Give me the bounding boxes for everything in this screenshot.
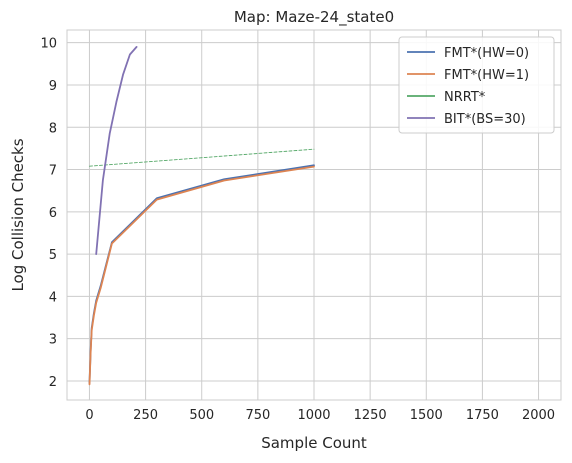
x-axis-title: Sample Count (261, 434, 367, 452)
y-tick-label: 4 (49, 290, 57, 305)
y-tick-label: 7 (49, 164, 57, 179)
legend-label: BIT*(BS=30) (444, 112, 526, 127)
x-tick-label: 750 (245, 408, 270, 423)
y-tick-label: 10 (40, 37, 57, 52)
x-tick-label: 1250 (354, 408, 387, 423)
x-tick-label: 0 (85, 408, 93, 423)
legend-label: FMT*(HW=0) (444, 46, 529, 61)
x-tick-label: 1500 (410, 408, 443, 423)
legend: FMT*(HW=0) FMT*(HW=1) NRRT* BIT*(BS=30) (399, 37, 554, 133)
chart-title: Map: Maze-24_state0 (234, 8, 394, 27)
x-tick-label: 1000 (297, 408, 330, 423)
y-tick-label: 3 (49, 333, 57, 348)
x-tick-label: 250 (133, 408, 158, 423)
y-tick-label: 9 (49, 79, 57, 94)
legend-label: FMT*(HW=1) (444, 68, 529, 83)
x-tick-label: 1750 (466, 408, 499, 423)
y-tick-label: 8 (49, 121, 57, 136)
x-tick-label: 500 (189, 408, 214, 423)
y-tick-label: 6 (49, 206, 57, 221)
legend-label: NRRT* (444, 90, 486, 105)
y-tick-label: 5 (49, 248, 57, 263)
y-axis-title: Log Collision Checks (9, 138, 27, 291)
y-tick-label: 2 (49, 375, 57, 390)
x-tick-label: 2000 (522, 408, 555, 423)
